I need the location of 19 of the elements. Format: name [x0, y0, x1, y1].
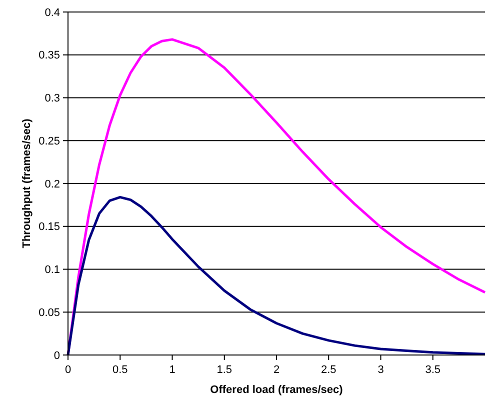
- x-axis-title: Offered load (frames/sec): [210, 384, 344, 396]
- y-tick-label: 0.35: [38, 50, 60, 62]
- y-tick-label: 0: [54, 350, 60, 362]
- x-tick-label: 1.5: [216, 364, 232, 376]
- y-tick-label: 0.2: [44, 178, 60, 190]
- y-tick-label: 0.1: [44, 264, 60, 276]
- x-tick-label: 1: [169, 364, 176, 376]
- y-axis-title: Throughput (frames/sec): [21, 118, 33, 248]
- x-tick-label: 3.5: [425, 364, 441, 376]
- x-tick-label: 2: [273, 364, 280, 376]
- x-tick-label: 3: [378, 364, 384, 376]
- y-tick-label: 0.25: [38, 135, 60, 148]
- x-tick-label: 0: [64, 364, 72, 376]
- x-tick-label: 0.5: [112, 364, 128, 376]
- y-tick-label: 0.4: [44, 6, 60, 19]
- x-tick-label: 2.5: [320, 364, 336, 376]
- y-tick-label: 0.05: [38, 306, 60, 319]
- y-tick-label: 0.15: [38, 221, 60, 234]
- y-tick-label: 0.3: [44, 92, 60, 105]
